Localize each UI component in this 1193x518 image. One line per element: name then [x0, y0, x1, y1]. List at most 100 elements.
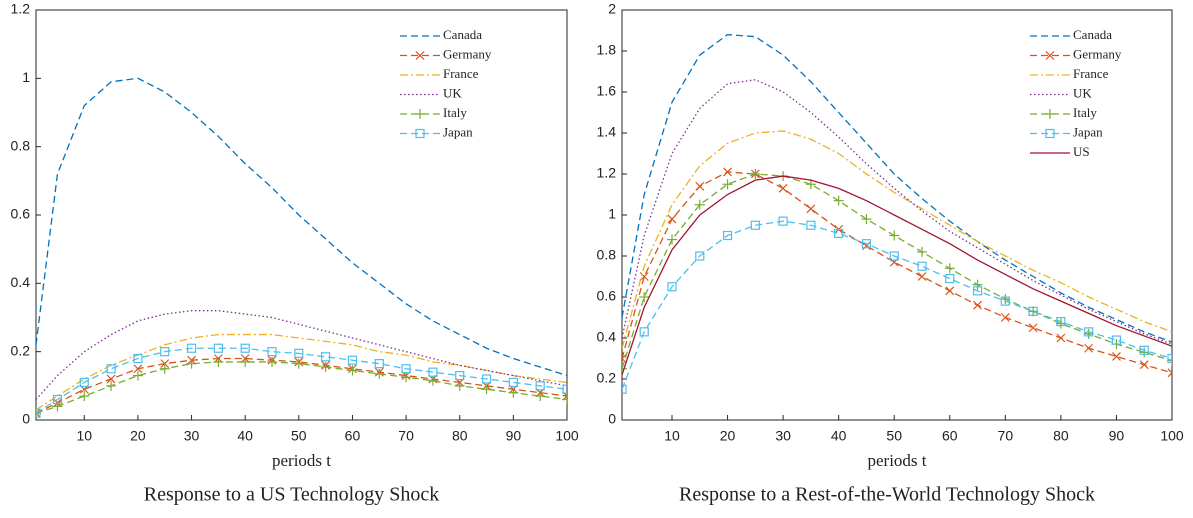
x-tick-label: 40: [237, 428, 253, 444]
marker-stroke: [806, 220, 816, 230]
marker-stroke: [160, 347, 170, 357]
marker-stroke: [695, 181, 705, 191]
marker: [622, 354, 627, 363]
marker: [36, 408, 41, 419]
marker: [806, 220, 816, 230]
marker: [427, 375, 438, 386]
marker: [159, 363, 170, 374]
marker-stroke: [778, 183, 788, 193]
marker-stroke: [667, 282, 677, 292]
marker-stroke: [133, 353, 143, 364]
x-tick-label: 20: [130, 428, 146, 444]
marker: [535, 381, 545, 391]
marker-stroke: [1111, 335, 1122, 345]
y-tick-label: 0.6: [597, 288, 617, 304]
marker-stroke: [294, 348, 304, 358]
marker: [267, 356, 277, 367]
series-line: [622, 79, 1172, 345]
marker: [805, 179, 816, 190]
x-tick-label: 10: [664, 428, 680, 444]
marker: [917, 272, 927, 281]
y-tick-label: 1: [608, 206, 616, 222]
legend: Canada Germany France UK Italy Japan: [395, 27, 555, 153]
series-line: [622, 171, 1172, 374]
marker-stroke: [106, 364, 116, 374]
marker: [722, 179, 733, 190]
marker-stroke: [36, 412, 41, 418]
y-tick-label: 1.2: [11, 1, 31, 17]
series-line: [36, 347, 567, 414]
marker: [1167, 368, 1172, 378]
marker-stroke: [1028, 323, 1038, 333]
legend-label: Canada: [443, 27, 482, 42]
marker-stroke: [428, 367, 438, 377]
marker: [320, 362, 331, 373]
plot-area: [36, 77, 567, 419]
marker-stroke: [945, 286, 955, 296]
x-tick-label: 10: [76, 428, 92, 444]
marker-stroke: [1056, 317, 1066, 327]
legend-label: US: [1073, 144, 1090, 159]
marker: [374, 359, 384, 369]
marker-stroke: [1056, 333, 1066, 343]
marker-stroke: [508, 377, 518, 388]
marker: [778, 216, 788, 226]
x-tick-label: 70: [998, 428, 1014, 444]
x-tick-label: 80: [452, 428, 468, 444]
marker: [106, 364, 116, 374]
y-tick-label: 1.2: [597, 165, 617, 181]
marker-stroke: [695, 251, 705, 261]
marker: [944, 263, 955, 274]
marker: [622, 384, 627, 394]
marker: [508, 387, 519, 398]
marker: [481, 384, 492, 395]
y-tick-label: 2: [608, 1, 616, 17]
marker: [945, 286, 955, 296]
marker: [267, 347, 277, 357]
chart: 0 0.2 0.4 0.6 0.8 1 1.2 10 20 30 40 50 60 70 80 90 100 pe…: [11, 1, 579, 506]
y-tick-label: 0.4: [597, 329, 617, 345]
marker-stroke: [160, 359, 170, 369]
marker: [1056, 333, 1066, 343]
marker: [1139, 360, 1149, 370]
x-tick-label: 60: [345, 428, 361, 444]
marker: [213, 356, 224, 367]
marker-stroke: [401, 364, 411, 374]
marker-stroke: [562, 395, 567, 401]
marker: [240, 343, 250, 353]
series-line: [36, 310, 567, 400]
marker-stroke: [972, 286, 983, 296]
marker: [1028, 306, 1039, 317]
x-tick-label: 50: [886, 428, 902, 444]
y-tick-label: 0: [22, 411, 30, 427]
marker: [79, 391, 90, 402]
marker: [622, 363, 627, 374]
x-axis-label: periods t: [867, 451, 926, 470]
marker: [106, 374, 116, 384]
marker: [347, 355, 358, 365]
x-tick-label: 30: [775, 428, 791, 444]
marker: [694, 199, 705, 210]
series-line: [622, 220, 1172, 390]
marker-stroke: [133, 364, 143, 374]
marker: [1084, 327, 1094, 337]
marker: [861, 214, 872, 225]
marker-stroke: [1084, 343, 1094, 353]
marker-stroke: [52, 394, 63, 405]
marker: [79, 377, 89, 388]
legend-label: Italy: [1073, 105, 1097, 120]
series-line: [36, 361, 567, 414]
y-tick-label: 0.4: [11, 274, 31, 290]
marker: [1139, 345, 1149, 355]
marker-stroke: [622, 357, 627, 363]
marker: [1045, 51, 1055, 60]
marker-stroke: [1139, 360, 1149, 370]
marker: [834, 228, 844, 239]
marker-stroke: [973, 300, 982, 310]
legend-label: Germany: [1073, 46, 1122, 61]
legend-label: UK: [443, 85, 462, 100]
legend-label: Japan: [1073, 124, 1103, 139]
marker-stroke: [535, 381, 545, 391]
marker: [106, 380, 117, 391]
